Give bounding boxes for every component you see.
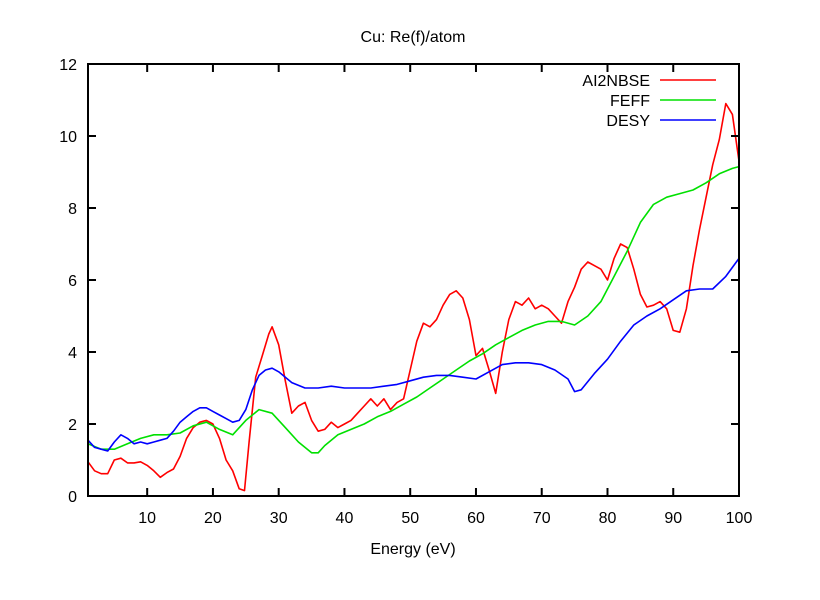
legend-label: FEFF [610,93,650,110]
x-tick-label: 70 [533,510,551,527]
legend-label: AI2NBSE [582,73,650,90]
legend: AI2NBSE FEFF DESY [582,73,716,130]
legend-label: DESY [606,113,650,130]
y-tick-label: 6 [68,273,77,290]
x-tick-label: 20 [204,510,222,527]
series-line-feff [87,165,740,454]
x-tick-label: 30 [270,510,288,527]
series-layer [87,102,740,492]
chart-title: Cu: Re(f)/atom [361,29,466,46]
x-tick-label: 50 [401,510,419,527]
series-line-desy [87,257,740,452]
x-tick-label: 90 [664,510,682,527]
y-tick-label: 0 [68,489,77,506]
x-tick-label: 10 [138,510,156,527]
y-tick-label: 12 [59,57,77,74]
axis-ticks [88,63,740,497]
x-axis-label: Energy (eV) [370,541,455,558]
y-tick-label: 10 [59,129,77,146]
y-tick-label: 4 [68,345,77,362]
series-line-ai2nbse [87,102,740,492]
x-tick-labels: 10 20 30 40 50 60 70 80 90 100 [138,510,752,527]
x-tick-label: 40 [336,510,354,527]
y-tick-label: 8 [68,201,77,218]
y-tick-labels: 0 2 4 6 8 10 12 [59,57,77,506]
y-tick-label: 2 [68,417,77,434]
x-tick-label: 80 [599,510,617,527]
x-tick-label: 60 [467,510,485,527]
x-tick-label: 100 [726,510,753,527]
